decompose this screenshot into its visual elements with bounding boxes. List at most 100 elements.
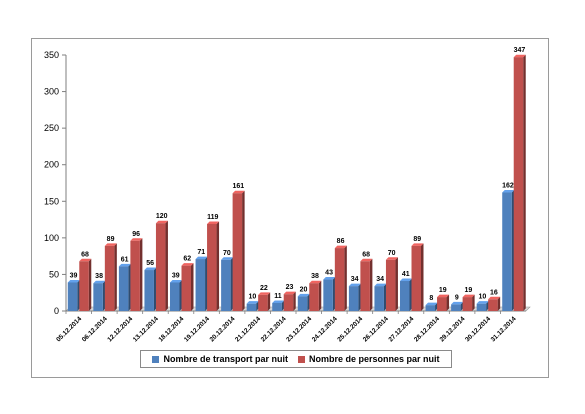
data-label-transport-05.12.2014: 39 (70, 272, 78, 279)
bar-transport-19.12.2014 (195, 256, 208, 311)
data-label-personnes-25.12.2014: 68 (362, 251, 370, 258)
bar-transport-24.12.2014 (323, 277, 336, 311)
x-tick-label: 06.12.2014 (81, 315, 109, 343)
x-tick-label: 19.12.2014 (183, 315, 211, 343)
bar-transport-21.12.2014 (246, 301, 259, 311)
data-label-personnes-18.12.2014: 62 (183, 256, 191, 263)
data-label-personnes-20.12.2014: 161 (233, 183, 245, 190)
bar-personnes-21.12.2014 (258, 292, 271, 311)
bar-personnes-23.12.2014 (309, 280, 322, 311)
data-label-personnes-23.12.2014: 38 (311, 273, 319, 280)
data-label-personnes-31.12.2014: 347 (514, 47, 526, 54)
data-label-transport-18.12.2014: 39 (172, 272, 180, 279)
y-tick-label: 150 (44, 196, 59, 206)
legend-item-transport: Nombre de transport par nuit (152, 354, 288, 364)
y-tick-label: 200 (44, 160, 59, 170)
bar-personnes-25.12.2014 (360, 258, 373, 311)
bar-personnes-27.12.2014 (411, 243, 424, 311)
y-tick-label: 250 (44, 123, 59, 133)
bar-transport-06.12.2014 (93, 280, 106, 311)
data-label-transport-06.12.2014: 38 (95, 273, 103, 280)
data-label-personnes-30.12.2014: 16 (490, 289, 498, 296)
data-label-transport-30.12.2014: 10 (479, 294, 487, 301)
data-label-personnes-13.12.2014: 120 (156, 213, 168, 220)
y-tick-label: 0 (54, 306, 59, 316)
data-label-transport-28.12.2014: 8 (429, 295, 433, 302)
bar-transport-13.12.2014 (144, 267, 157, 311)
bar-personnes-29.12.2014 (462, 294, 475, 311)
data-label-transport-31.12.2014: 162 (502, 183, 514, 190)
bar-transport-29.12.2014 (451, 301, 464, 311)
data-label-transport-21.12.2014: 10 (249, 294, 257, 301)
x-tick-label: 30.12.2014 (464, 315, 492, 343)
x-tick-label: 25.12.2014 (336, 315, 364, 343)
data-label-personnes-06.12.2014: 89 (107, 236, 115, 243)
x-tick-label: 24.12.2014 (311, 315, 339, 343)
legend-label-transport: Nombre de transport par nuit (163, 354, 288, 364)
bar-transport-31.12.2014 (502, 190, 515, 311)
data-label-personnes-29.12.2014: 19 (464, 287, 472, 294)
data-label-personnes-19.12.2014: 119 (207, 214, 218, 221)
bar-personnes-18.12.2014 (181, 263, 194, 311)
data-label-personnes-05.12.2014: 68 (81, 251, 89, 258)
y-tick-label: 350 (44, 50, 59, 60)
data-label-personnes-27.12.2014: 89 (413, 236, 421, 243)
data-label-personnes-21.12.2014: 22 (260, 285, 268, 292)
legend-label-personnes: Nombre de personnes par nuit (308, 354, 440, 364)
x-tick-label: 12.12.2014 (106, 315, 134, 343)
bar-personnes-24.12.2014 (334, 245, 347, 311)
bar-transport-28.12.2014 (425, 302, 438, 311)
bar-transport-22.12.2014 (272, 300, 285, 311)
bar-transport-05.12.2014 (67, 279, 80, 311)
data-label-transport-12.12.2014: 61 (121, 256, 129, 263)
x-tick-label: 29.12.2014 (439, 315, 467, 343)
data-label-transport-27.12.2014: 41 (402, 271, 410, 278)
bar-personnes-26.12.2014 (385, 257, 398, 311)
data-label-transport-22.12.2014: 11 (274, 293, 282, 300)
data-label-transport-24.12.2014: 43 (325, 270, 333, 277)
legend-item-personnes: Nombre de personnes par nuit (297, 354, 440, 364)
x-tick-label: 27.12.2014 (387, 315, 415, 343)
x-tick-label: 13.12.2014 (132, 315, 160, 343)
x-tick-label: 18.12.2014 (157, 315, 185, 343)
data-label-transport-20.12.2014: 70 (223, 250, 231, 257)
legend-swatch-personnes (297, 355, 305, 363)
bar-transport-12.12.2014 (118, 263, 131, 311)
x-tick-label: 05.12.2014 (55, 315, 83, 343)
bar-personnes-22.12.2014 (283, 291, 296, 311)
bar-transport-23.12.2014 (297, 293, 310, 311)
bar-transport-26.12.2014 (374, 283, 387, 311)
y-tick-label: 50 (49, 269, 59, 279)
x-tick-label: 20.12.2014 (209, 315, 237, 343)
data-label-personnes-28.12.2014: 19 (439, 287, 447, 294)
bar-transport-25.12.2014 (348, 283, 361, 311)
data-label-transport-19.12.2014: 71 (197, 249, 205, 256)
bar-personnes-19.12.2014 (207, 221, 220, 311)
data-label-transport-13.12.2014: 56 (146, 260, 154, 267)
chart-frame (31, 38, 549, 378)
y-tick-label: 100 (44, 233, 59, 243)
x-tick-label: 28.12.2014 (413, 315, 441, 343)
bar-personnes-06.12.2014 (104, 243, 117, 311)
bar-personnes-31.12.2014 (513, 54, 526, 312)
data-label-transport-25.12.2014: 34 (351, 276, 359, 283)
bar-personnes-05.12.2014 (79, 258, 92, 311)
bar-personnes-12.12.2014 (130, 238, 143, 311)
legend-swatch-transport (152, 355, 160, 363)
x-tick-label: 21.12.2014 (234, 315, 262, 343)
x-tick-label: 22.12.2014 (260, 315, 288, 343)
data-label-transport-26.12.2014: 34 (376, 276, 384, 283)
data-label-transport-29.12.2014: 9 (455, 294, 459, 301)
y-tick-label: 300 (44, 87, 59, 97)
x-tick-label: 26.12.2014 (362, 315, 390, 343)
bar-personnes-13.12.2014 (155, 220, 168, 311)
bar-transport-20.12.2014 (221, 257, 234, 311)
data-label-personnes-24.12.2014: 86 (337, 238, 345, 245)
bar-personnes-30.12.2014 (488, 296, 501, 311)
bar-transport-30.12.2014 (476, 301, 489, 311)
data-label-personnes-22.12.2014: 23 (286, 284, 294, 291)
x-tick-label: 31.12.2014 (490, 315, 518, 343)
legend: Nombre de transport par nuit Nombre de p… (140, 350, 452, 368)
bar-personnes-28.12.2014 (437, 294, 450, 311)
